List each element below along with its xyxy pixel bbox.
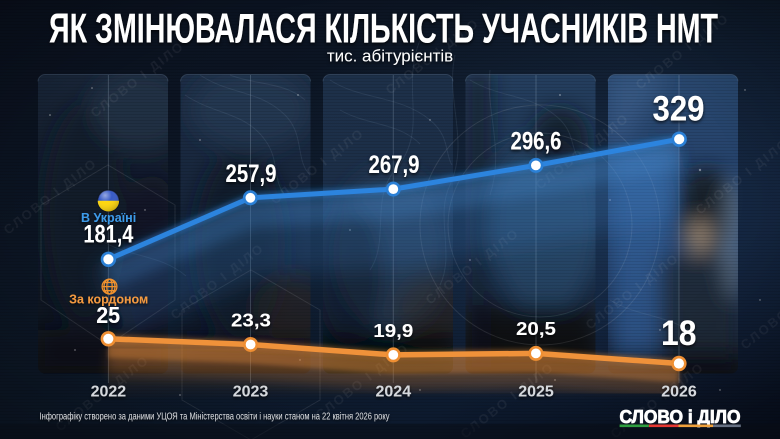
- svg-text:За кордоном: За кордоном: [69, 293, 148, 307]
- svg-text:Інфографіку створено за даними: Інфографіку створено за даними УЦОЯ та М…: [40, 411, 390, 423]
- svg-text:2024: 2024: [376, 384, 412, 401]
- svg-text:2025: 2025: [518, 384, 554, 401]
- svg-text:В Україні: В Україні: [81, 211, 136, 225]
- svg-text:20,5: 20,5: [516, 319, 556, 339]
- svg-text:тис. абітурієнтів: тис. абітурієнтів: [327, 47, 453, 66]
- svg-text:181,4: 181,4: [83, 221, 133, 249]
- svg-text:2022: 2022: [91, 384, 127, 401]
- svg-text:267,9: 267,9: [369, 151, 420, 179]
- svg-text:25: 25: [96, 302, 120, 328]
- svg-text:257,9: 257,9: [226, 160, 277, 188]
- svg-text:2023: 2023: [233, 384, 269, 401]
- svg-text:19,9: 19,9: [373, 321, 413, 341]
- svg-text:23,3: 23,3: [231, 311, 271, 331]
- svg-text:2026: 2026: [661, 384, 697, 401]
- svg-text:296,6: 296,6: [511, 127, 562, 155]
- svg-text:СЛОВО і ДІЛО: СЛОВО і ДІЛО: [620, 407, 741, 427]
- svg-text:ЯК ЗМІНЮВАЛАСЯ КІЛЬКІСТЬ УЧАСН: ЯК ЗМІНЮВАЛАСЯ КІЛЬКІСТЬ УЧАСНИКІВ НМТ: [49, 5, 718, 52]
- svg-text:329: 329: [653, 90, 705, 129]
- svg-text:18: 18: [661, 314, 697, 353]
